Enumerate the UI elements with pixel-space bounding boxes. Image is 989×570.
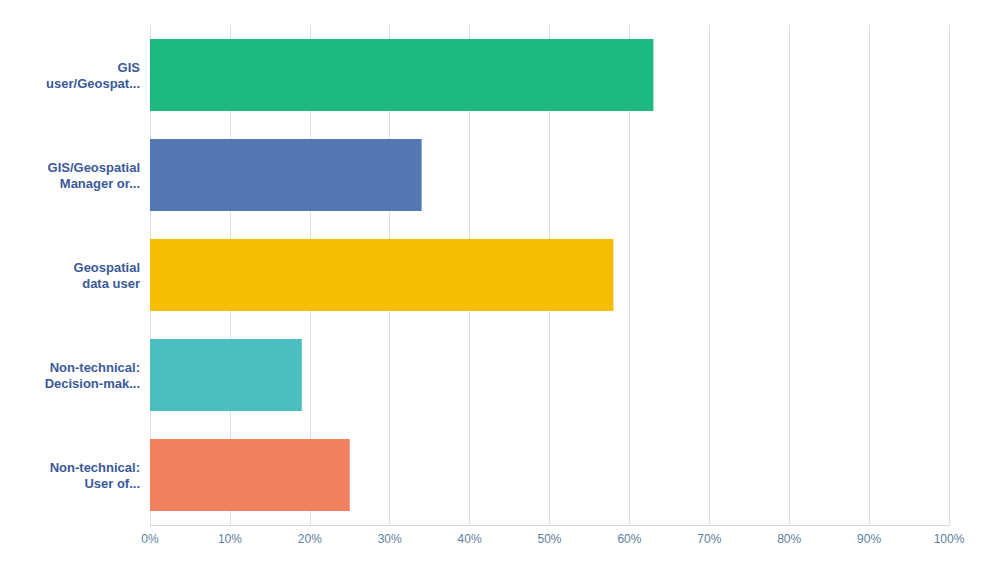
svg-text:100%: 100% — [934, 532, 965, 546]
svg-text:50%: 50% — [537, 532, 561, 546]
svg-text:80%: 80% — [777, 532, 801, 546]
svg-text:60%: 60% — [617, 532, 641, 546]
svg-text:10%: 10% — [218, 532, 242, 546]
svg-text:40%: 40% — [458, 532, 482, 546]
svg-text:0%: 0% — [141, 532, 159, 546]
svg-text:Decision-mak...: Decision-mak... — [45, 376, 140, 391]
svg-text:30%: 30% — [378, 532, 402, 546]
svg-text:20%: 20% — [298, 532, 322, 546]
svg-text:90%: 90% — [857, 532, 881, 546]
svg-text:Non-technical:: Non-technical: — [50, 360, 140, 375]
svg-text:70%: 70% — [697, 532, 721, 546]
svg-text:GIS/Geospatial: GIS/Geospatial — [48, 160, 140, 175]
svg-text:GIS: GIS — [118, 60, 141, 75]
svg-text:data user: data user — [82, 276, 140, 291]
svg-text:Geospatial: Geospatial — [74, 260, 140, 275]
svg-text:user/Geospat...: user/Geospat... — [46, 76, 140, 91]
svg-text:User of...: User of... — [84, 476, 140, 491]
svg-text:Manager or...: Manager or... — [60, 176, 140, 191]
svg-text:Non-technical:: Non-technical: — [50, 460, 140, 475]
